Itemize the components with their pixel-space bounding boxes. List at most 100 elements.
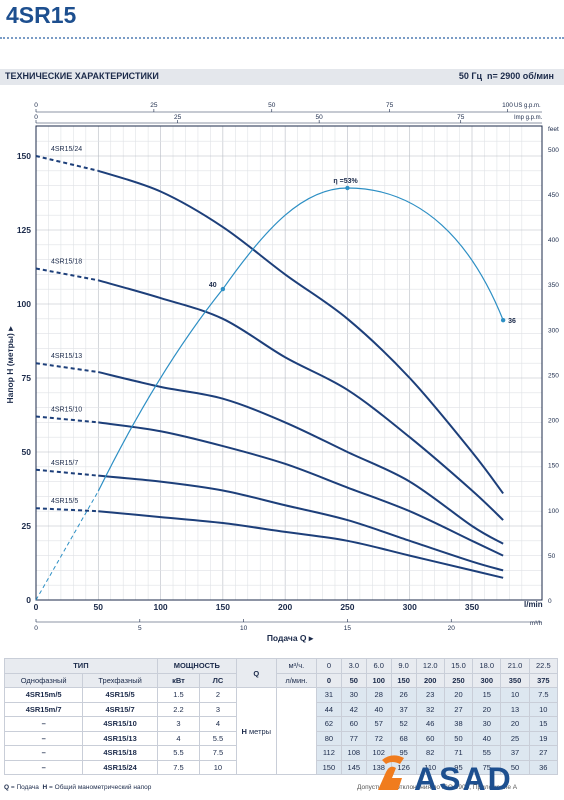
table-body: 4SR15m/5 4SR15/5 1.5 2 Н метры 31 30 28 26 23 20 15… xyxy=(3,687,559,775)
table-row: –4SR15/24 7.5 10 150 145 138 126 110 95 75 50 36 xyxy=(3,759,559,775)
lmin-4: 200 xyxy=(415,672,445,688)
single-phase-cell: 4SR15m/7 xyxy=(3,701,84,717)
head-curves: 4SR15/5 4SR15/7 4SR15/10 4SR15/13 4SR15/18 4S… xyxy=(35,146,504,579)
m3h-6: 18.0 xyxy=(472,658,502,674)
head-value-cell: 60 xyxy=(340,716,367,732)
single-phase-cell: – xyxy=(3,730,84,746)
head-value-cell: 15 xyxy=(528,716,559,732)
kw-cell: 4 xyxy=(156,730,201,746)
head-value-cell: 52 xyxy=(390,716,417,732)
m3h-unit: м³/ч. xyxy=(275,658,317,674)
head-curve-dashed xyxy=(35,267,99,282)
x-tick-label: 100 xyxy=(153,602,167,612)
head-value-cell: 145 xyxy=(340,759,367,775)
x-tick-label: 50 xyxy=(94,602,104,612)
head-value-cell: 50 xyxy=(443,730,474,746)
lmin-3: 150 xyxy=(390,672,417,688)
head-value-cell: 68 xyxy=(390,730,417,746)
title-rule xyxy=(0,37,564,39)
three-phase-cell: 4SR15/7 xyxy=(82,701,158,717)
three-phase-cell: 4SR15/24 xyxy=(82,759,158,775)
m3h-2: 6.0 xyxy=(365,658,392,674)
h-spacer-cell xyxy=(275,687,317,775)
hp-cell: 2 xyxy=(199,687,237,703)
head-value-cell: 36 xyxy=(528,759,559,775)
head-curve xyxy=(98,279,504,521)
chart-grid xyxy=(35,126,542,601)
y-axis-title: Напор H (метры) ▸ xyxy=(5,326,15,404)
head-value-cell: 37 xyxy=(390,701,417,717)
kw-cell: 2.2 xyxy=(156,701,201,717)
three-phase-cell: 4SR15/5 xyxy=(82,687,158,703)
head-value-cell: 10 xyxy=(528,701,559,717)
usgpm-tick-label: 100 xyxy=(502,102,513,109)
usgpm-tick-label: 50 xyxy=(268,102,276,109)
head-curve xyxy=(98,474,504,572)
lmin-7: 350 xyxy=(500,672,530,688)
single-phase-cell: 4SR15m/5 xyxy=(3,687,84,703)
feet-tick-label: 100 xyxy=(548,508,559,515)
hp-cell: 4 xyxy=(199,716,237,732)
y-tick-label: 100 xyxy=(17,299,31,309)
efficiency-point xyxy=(345,185,350,191)
hp-cell: 5.5 xyxy=(199,730,237,746)
lmin-5: 250 xyxy=(443,672,474,688)
curve-label: 4SR15/5 xyxy=(51,498,78,505)
curve-label: 4SR15/18 xyxy=(51,258,82,265)
h-label-cell: Н метры xyxy=(235,687,277,775)
feet-tick-label: 0 xyxy=(548,598,552,605)
head-value-cell: 77 xyxy=(340,730,367,746)
head-value-cell: 75 xyxy=(472,759,502,775)
lmin-0: 0 xyxy=(315,672,342,688)
efficiency-point xyxy=(220,286,226,292)
head-value-cell: 32 xyxy=(415,701,445,717)
kw-header: кВт xyxy=(156,672,201,688)
kw-cell: 1.5 xyxy=(156,687,201,703)
head-curve-dashed xyxy=(35,507,99,513)
head-value-cell: 13 xyxy=(500,701,530,717)
performance-table: ТИП МОЩНОСТЬ Q м³/ч. 0 3.0 6.0 9.0 12.0 … xyxy=(3,658,559,775)
lmin-8: 375 xyxy=(528,672,559,688)
head-value-cell: 95 xyxy=(443,759,474,775)
curve-label: 4SR15/13 xyxy=(51,353,82,360)
head-value-cell: 80 xyxy=(315,730,342,746)
y-tick-label: 25 xyxy=(22,521,32,531)
m3h-tick-label: 0 xyxy=(34,625,38,632)
usgpm-unit-label: US g.p.m. xyxy=(514,103,541,109)
head-value-cell: 37 xyxy=(500,745,530,761)
m3h-tick-label: 20 xyxy=(448,625,456,632)
logo-text: ASAD xyxy=(414,761,513,797)
m3h-1: 3.0 xyxy=(340,658,367,674)
kw-cell: 5.5 xyxy=(156,745,201,761)
y-tick-label: 0 xyxy=(26,595,31,605)
head-value-cell: 40 xyxy=(472,730,502,746)
head-value-cell: 55 xyxy=(472,745,502,761)
single-phase-header: Однофазный xyxy=(3,672,84,688)
table-row: 4SR15m/5 4SR15/5 1.5 2 Н метры 31 30 28 26 23 20 15… xyxy=(3,687,559,775)
head-curve xyxy=(98,510,504,579)
impgpm-tick-label: 75 xyxy=(457,114,465,121)
logo-swoosh-icon xyxy=(382,755,404,764)
x-tick-label: 200 xyxy=(278,602,292,612)
head-value-cell: 27 xyxy=(443,701,474,717)
x-tick-label: 0 xyxy=(34,602,39,612)
section-title: ТЕХНИЧЕСКИЕ ХАРАКТЕРИСТИКИ xyxy=(5,71,159,81)
impgpm-tick-label: 0 xyxy=(34,114,38,121)
m3h-5: 15.0 xyxy=(443,658,474,674)
y-tick-label: 150 xyxy=(17,151,31,161)
head-value-cell: 71 xyxy=(443,745,474,761)
three-phase-cell: 4SR15/18 xyxy=(82,745,158,761)
feet-tick-label: 200 xyxy=(548,418,559,425)
head-value-cell: 62 xyxy=(315,716,342,732)
head-curve xyxy=(97,169,504,495)
m3h-tick-label: 5 xyxy=(138,625,142,632)
head-value-cell: 112 xyxy=(315,745,342,761)
hp-header: ЛС xyxy=(199,672,237,688)
q-text: = Подача xyxy=(10,784,39,791)
three-phase-header: Трехфазный xyxy=(82,672,158,688)
head-value-cell: 138 xyxy=(365,759,392,775)
usgpm-tick-label: 25 xyxy=(150,102,158,109)
head-value-cell: 31 xyxy=(315,687,342,703)
footnote-left: Q = Подача H = Общий манометрический нап… xyxy=(4,784,151,791)
